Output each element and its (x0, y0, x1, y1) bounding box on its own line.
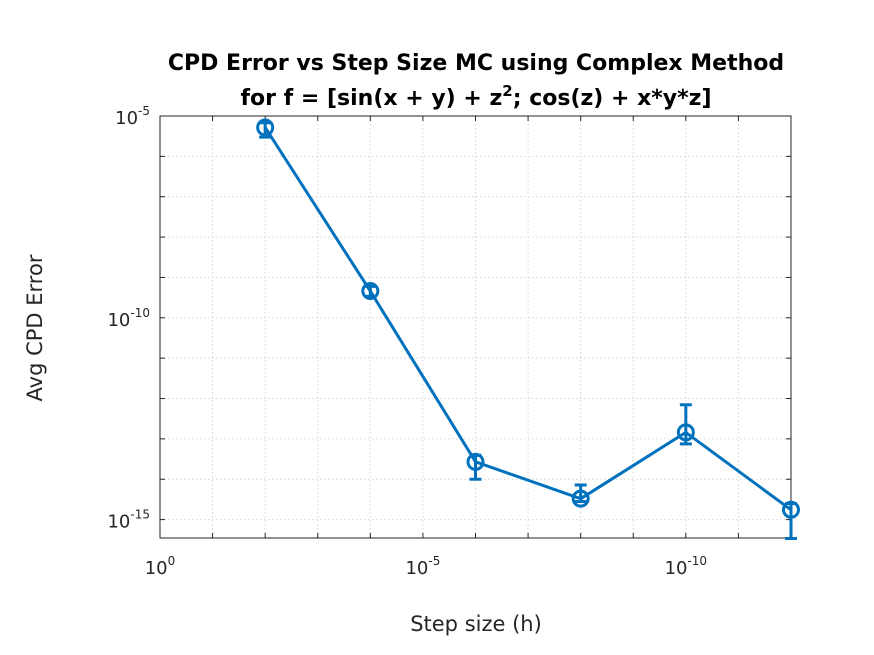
x-axis-label: Step size (h) (410, 612, 542, 636)
y-tick-label: 10-5 (115, 104, 150, 129)
axes (159, 115, 792, 539)
data-point (782, 500, 800, 519)
data-point (361, 282, 380, 301)
chart-title-line-2: for f = [sin(x + y) + z2; cos(z) + x*y*z… (240, 82, 711, 111)
x-tick-label-base: 10 (665, 558, 688, 579)
title-line-2-prefix: for f = [sin(x + y) + z (240, 86, 502, 111)
data-point (676, 423, 695, 442)
x-tick-label: 10-10 (665, 554, 708, 579)
series-line (263, 126, 792, 512)
title-line-2-suffix: ; cos(z) + x*y*z] (513, 86, 712, 111)
data-point (571, 489, 590, 508)
data-point (466, 452, 485, 471)
x-tick-label-exponent: 0 (168, 554, 176, 568)
data-series (256, 118, 800, 541)
x-tick-label-base: 10 (145, 558, 168, 579)
y-tick-label-exponent: -15 (130, 508, 150, 522)
x-tick-label-base: 10 (405, 558, 428, 579)
grid (160, 116, 791, 538)
x-tick-label-exponent: -10 (687, 554, 707, 568)
axes-box (159, 115, 792, 539)
x-tick-label: 100 (145, 554, 176, 579)
data-point (256, 118, 275, 137)
title-line-2-superscript: 2 (502, 82, 512, 100)
y-tick-label-base: 10 (107, 310, 130, 331)
y-tick-label: 10-10 (107, 306, 150, 331)
y-tick-label-base: 10 (115, 108, 138, 129)
y-tick-label-exponent: -5 (138, 104, 150, 118)
y-tick-label-base: 10 (107, 512, 130, 533)
y-tick-label-exponent: -10 (130, 306, 150, 320)
chart-title-line-1: CPD Error vs Step Size MC using Complex … (168, 51, 784, 76)
x-tick-label: 10-5 (405, 554, 440, 579)
x-tick-label-exponent: -5 (428, 554, 440, 568)
y-axis-label: Avg CPD Error (23, 254, 47, 401)
y-tick-label: 10-15 (107, 508, 150, 533)
